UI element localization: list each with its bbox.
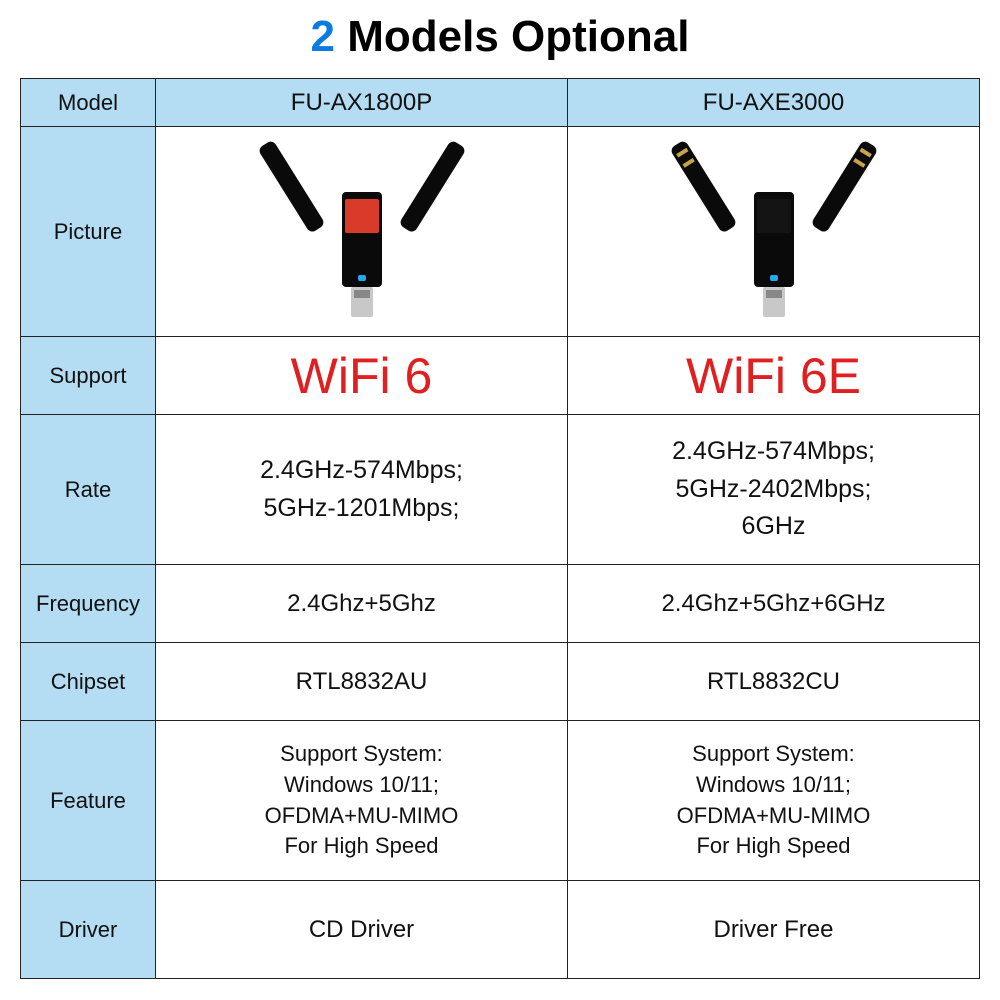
rate-a-1: 2.4GHz-574Mbps; <box>156 452 567 490</box>
rate-b-2: 5GHz-2402Mbps; <box>568 471 979 509</box>
adapter-a-icon <box>287 137 437 327</box>
frequency-a: 2.4Ghz+5Ghz <box>156 565 568 643</box>
row-label-feature: Feature <box>21 721 156 881</box>
row-label-chipset: Chipset <box>21 643 156 721</box>
driver-a: CD Driver <box>156 881 568 979</box>
feature-b-2: Windows 10/11; <box>568 770 979 801</box>
frequency-b: 2.4Ghz+5Ghz+6GHz <box>568 565 980 643</box>
row-label-rate: Rate <box>21 415 156 565</box>
support-b: WiFi 6E <box>568 337 980 415</box>
feature-a-4: For High Speed <box>156 831 567 862</box>
row-label-model: Model <box>21 79 156 127</box>
row-label-frequency: Frequency <box>21 565 156 643</box>
feature-b-1: Support System: <box>568 739 979 770</box>
title-number: 2 <box>311 12 335 61</box>
rate-b: 2.4GHz-574Mbps; 5GHz-2402Mbps; 6GHz <box>568 415 980 565</box>
feature-a: Support System: Windows 10/11; OFDMA+MU-… <box>156 721 568 881</box>
feature-a-3: OFDMA+MU-MIMO <box>156 801 567 832</box>
feature-b-4: For High Speed <box>568 831 979 862</box>
rate-b-1: 2.4GHz-574Mbps; <box>568 433 979 471</box>
model-b: FU-AXE3000 <box>568 79 980 127</box>
driver-b: Driver Free <box>568 881 980 979</box>
row-label-picture: Picture <box>21 127 156 337</box>
picture-b <box>568 127 980 337</box>
row-label-driver: Driver <box>21 881 156 979</box>
adapter-b-icon <box>699 137 849 327</box>
rate-b-3: 6GHz <box>568 508 979 546</box>
chipset-b: RTL8832CU <box>568 643 980 721</box>
feature-b-3: OFDMA+MU-MIMO <box>568 801 979 832</box>
page-title: 2 Models Optional <box>0 0 1000 78</box>
feature-a-2: Windows 10/11; <box>156 770 567 801</box>
model-a: FU-AX1800P <box>156 79 568 127</box>
support-a: WiFi 6 <box>156 337 568 415</box>
feature-a-1: Support System: <box>156 739 567 770</box>
comparison-table: Model FU-AX1800P FU-AXE3000 Picture Supp… <box>20 78 980 979</box>
picture-a <box>156 127 568 337</box>
row-label-support: Support <box>21 337 156 415</box>
rate-a: 2.4GHz-574Mbps; 5GHz-1201Mbps; <box>156 415 568 565</box>
feature-b: Support System: Windows 10/11; OFDMA+MU-… <box>568 721 980 881</box>
chipset-a: RTL8832AU <box>156 643 568 721</box>
title-text: Models Optional <box>347 12 689 61</box>
rate-a-2: 5GHz-1201Mbps; <box>156 490 567 528</box>
